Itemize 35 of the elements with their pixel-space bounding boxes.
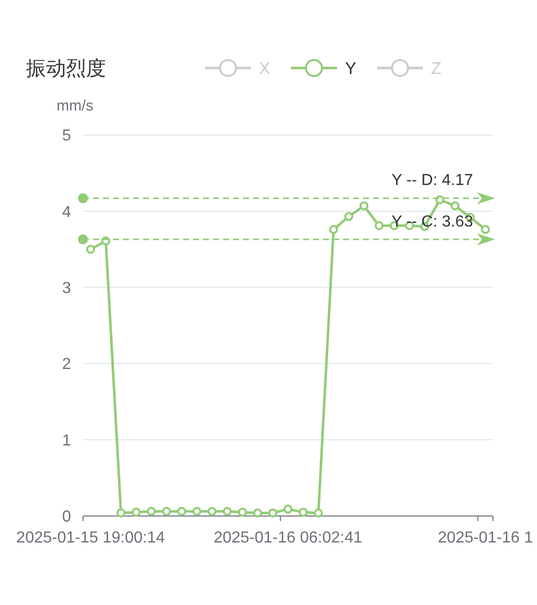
y-tick-label: 1 [62,432,72,450]
y-tick-label: 5 [62,128,72,145]
y-tick-label: 0 [62,508,72,526]
y-tick-label: 4 [62,204,72,221]
point [480,224,490,234]
point [329,224,338,234]
point [238,508,247,517]
point [132,508,141,517]
x-tick-label: 2025-01-16 06:02:41 [214,530,362,547]
point [253,508,262,518]
ref-line-label: Y -- D: 4.17 [391,172,474,190]
point [359,201,368,210]
point [314,508,323,518]
point [268,508,278,518]
point [435,195,444,204]
point [177,506,186,516]
point [192,506,202,516]
point [344,212,354,222]
point [450,201,460,210]
point [222,506,232,516]
x-tick-label: 2025-01-15 19:00:14 [16,530,165,547]
point [86,244,96,254]
point [146,506,156,516]
y-axis-title: mm/s [56,97,94,114]
chart-title: 振动烈度 [26,58,106,80]
y-tick-label: 3 [62,280,72,297]
point [162,506,172,516]
x-tick-label: 2025-01-16 1 [438,530,534,547]
point [116,508,126,518]
point [284,504,292,514]
legend-label: Y [345,58,356,78]
point [298,508,308,517]
point [374,221,384,230]
y-tick-label: 2 [62,356,72,374]
point [208,506,217,516]
